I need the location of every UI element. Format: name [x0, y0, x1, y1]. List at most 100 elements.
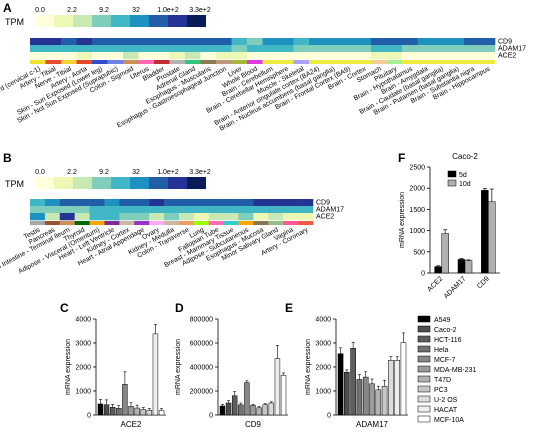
heatmap-cell — [154, 38, 170, 46]
panel-c-chart: 0 1000 2000 3000 4000 mRNA expression ACE2 — [65, 317, 166, 429]
heatmap-cell — [61, 45, 77, 53]
heatmap-cell — [104, 206, 120, 214]
tissue-color-chip — [355, 60, 372, 64]
heatmap-cell — [193, 213, 210, 221]
heatmap-cell — [355, 52, 372, 60]
heatmap-cell — [238, 206, 254, 214]
bar-mcf-10a — [400, 342, 407, 416]
tissue-color-chip — [59, 221, 75, 225]
panel-e-chart: 0 1000 2000 3000 4000 mRNA expression ADAM17 — [305, 317, 408, 429]
tissue-color-chip — [278, 60, 294, 64]
heatmap-cell — [268, 199, 284, 207]
heatmap-cell — [30, 45, 46, 53]
tpm-swatch — [149, 15, 168, 27]
tissue-color-chip — [119, 221, 135, 225]
tissue-color-chip — [247, 60, 263, 64]
tissue-color-chip — [293, 60, 310, 64]
heatmap-cell — [185, 52, 201, 60]
tpm-swatch — [35, 177, 54, 189]
heatmap-cell — [178, 213, 195, 221]
tpm-label: TPM — [5, 17, 24, 27]
heatmap-cell — [479, 38, 496, 46]
legend-swatch-pc3 — [417, 385, 431, 393]
y-tick-label: 0 — [421, 271, 425, 278]
heatmap-cell — [479, 45, 496, 53]
heatmap-cell — [340, 38, 356, 46]
heatmap-cell — [262, 45, 279, 53]
heatmap-cell — [223, 199, 239, 207]
legend-swatch-a549 — [417, 315, 431, 323]
heatmap-cell — [278, 52, 294, 60]
heatmap-cell — [216, 52, 232, 60]
heatmap-cell — [76, 45, 93, 53]
tpm-swatch — [111, 177, 130, 189]
y-tick-label: 400000 — [190, 365, 213, 372]
tissue-color-chip — [371, 60, 387, 64]
bar-10d-adam17 — [464, 260, 473, 274]
heatmap-cell — [433, 45, 449, 53]
heatmap-cell — [154, 52, 170, 60]
tissue-color-chip — [30, 60, 46, 64]
panel-a-heatmap: TPM0.02.29.2321.0e+23.3e+2CD9ADAM17ACE2B… — [0, 7, 526, 133]
tpm-tick: 3.3e+2 — [189, 169, 211, 176]
heatmap-cell — [44, 199, 61, 207]
heatmap-cell — [293, 38, 310, 46]
heatmap-cell — [417, 45, 434, 53]
heatmap-cell — [355, 45, 372, 53]
heatmap-cell — [193, 206, 210, 214]
legend-label-pc3: PC3 — [434, 387, 448, 394]
tissue-color-chip — [208, 221, 224, 225]
heatmap-cell — [386, 52, 403, 60]
tissue-color-chip — [216, 60, 232, 64]
bar-5d-adam17 — [457, 259, 466, 274]
y-tick-label: 1000 — [409, 228, 425, 235]
heatmap-cell — [134, 213, 150, 221]
tissue-color-chip — [309, 60, 325, 64]
heatmap-cell — [298, 213, 314, 221]
legend-swatch-mcf-7 — [417, 355, 431, 363]
legend-label-mcf-7: MCF-7 — [434, 357, 455, 364]
legend-label-a549: A549 — [434, 317, 450, 324]
tpm-swatch — [130, 15, 149, 27]
y-tick-label: 600000 — [190, 341, 213, 348]
tpm-swatch — [130, 177, 149, 189]
tissue-color-chip — [74, 221, 90, 225]
heatmap-cell — [402, 45, 418, 53]
tissue-color-chip — [89, 221, 105, 225]
heatmap-row-label-ace2: ACE2 — [498, 53, 516, 60]
bar-mcf-7 — [122, 384, 128, 416]
bar-hacat — [394, 360, 400, 416]
heatmap-cell — [293, 52, 310, 60]
heatmap-cell — [208, 213, 224, 221]
heatmap-cell — [169, 38, 186, 46]
heatmap-row-label-cd9: CD9 — [316, 200, 330, 207]
bar-mda-mb-231 — [128, 406, 134, 416]
heatmap-cell — [309, 52, 325, 60]
heatmap-cell — [61, 52, 77, 60]
tissue-color-chip — [104, 221, 120, 225]
heatmap-cell — [107, 38, 124, 46]
legend-swatch-hct-116 — [417, 335, 431, 343]
heatmap-cell — [293, 45, 310, 53]
tissue-color-chip — [262, 60, 279, 64]
heatmap-cell — [61, 38, 77, 46]
y-tick-label: 3000 — [315, 341, 331, 348]
heatmap-cell — [238, 213, 254, 221]
heatmap-cell — [247, 52, 263, 60]
heatmap-cell — [253, 206, 269, 214]
tpm-tick: 2.2 — [67, 7, 77, 14]
legend-label-mda-mb-231: MDA-MB-231 — [434, 367, 477, 374]
y-tick-label: 3000 — [75, 341, 91, 348]
y-tick-label: 1000 — [315, 389, 331, 396]
heatmap-cell — [268, 213, 284, 221]
tissue-color-chip — [30, 221, 46, 225]
panel-f-chart: 0 500 1000 1500 2000 2500 mRNA expression ACE2A… — [399, 152, 500, 300]
bar-t47d — [134, 407, 140, 416]
bar-caco-2 — [225, 402, 232, 416]
tissue-color-chip — [164, 221, 180, 225]
heatmap-cell — [59, 213, 75, 221]
heatmap-cell — [386, 38, 403, 46]
bar-hela — [238, 404, 244, 416]
tpm-tick: 32 — [132, 7, 140, 14]
